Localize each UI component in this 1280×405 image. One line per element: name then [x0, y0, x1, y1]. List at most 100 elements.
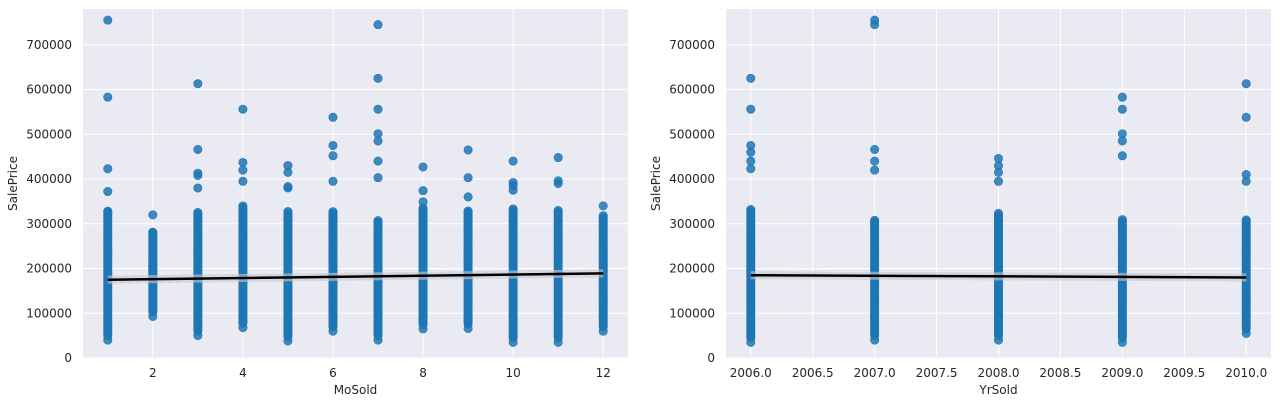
data-point: [148, 227, 158, 237]
y-axis-label: SalePrice: [649, 156, 663, 211]
data-point: [328, 176, 338, 186]
data-point: [418, 203, 428, 213]
x-tick-label: 2007.5: [916, 366, 958, 380]
data-point: [418, 162, 428, 172]
data-point: [993, 176, 1003, 186]
chart-panel-2: 2006.0 2006.5 2007.0 2007.5 2008.0 2008.5 2009…: [649, 9, 1271, 397]
data-point: [328, 151, 338, 161]
data-point: [103, 92, 113, 102]
data-point: [598, 213, 608, 223]
x-tick-label: 6: [329, 366, 337, 380]
x-tick-label: 2010.0: [1225, 366, 1267, 380]
data-point: [373, 173, 383, 183]
y-tick-label: 300000: [26, 217, 72, 231]
data-point: [193, 144, 203, 154]
y-tick-label: 0: [707, 351, 715, 365]
data-point: [870, 165, 880, 175]
x-tick-label: 2006.5: [792, 366, 834, 380]
y-tick-label: 700000: [26, 38, 72, 52]
data-point: [238, 104, 248, 114]
data-point: [193, 183, 203, 193]
data-point: [463, 145, 473, 155]
data-point: [283, 167, 293, 177]
data-point: [103, 187, 113, 197]
regression-line: [107, 272, 604, 281]
data-point: [553, 206, 563, 216]
data-point: [463, 206, 473, 216]
x-tick-label: 2: [149, 366, 157, 380]
x-tick-label: 8: [419, 366, 427, 380]
x-tick-label: 10: [506, 366, 521, 380]
data-point: [746, 73, 756, 83]
data-point: [1117, 92, 1127, 102]
data-point: [373, 73, 383, 83]
x-tick-label: 4: [239, 366, 247, 380]
data-point: [328, 207, 338, 217]
data-point: [1117, 215, 1127, 225]
data-point: [238, 176, 248, 186]
data-point: [1241, 215, 1251, 225]
data-point: [1241, 176, 1251, 186]
data-point: [746, 205, 756, 215]
data-point: [283, 183, 293, 193]
data-point: [993, 167, 1003, 177]
data-point: [418, 186, 428, 196]
data-point: [148, 210, 158, 220]
data-point: [508, 185, 518, 195]
data-point: [746, 164, 756, 174]
data-point: [103, 164, 113, 174]
data-point: [373, 136, 383, 146]
data-point: [238, 157, 248, 167]
data-point: [373, 20, 383, 30]
y-tick-label: 500000: [669, 127, 715, 141]
data-point: [1117, 136, 1127, 146]
data-point: [238, 201, 248, 211]
data-point: [598, 201, 608, 211]
data-point: [746, 104, 756, 114]
y-axis-label: SalePrice: [6, 156, 20, 211]
data-point: [463, 192, 473, 202]
y-tick-label: 400000: [26, 172, 72, 186]
data-point: [870, 20, 880, 30]
data-point: [553, 179, 563, 189]
y-tick-label: 600000: [669, 83, 715, 97]
y-tick-label: 300000: [669, 217, 715, 231]
y-tick-label: 500000: [26, 127, 72, 141]
y-tick-label: 600000: [26, 83, 72, 97]
x-tick-label: 2009.5: [1163, 366, 1205, 380]
x-tick-label: 2007.0: [854, 366, 896, 380]
data-point: [463, 173, 473, 183]
data-point: [373, 156, 383, 166]
data-point: [508, 204, 518, 214]
y-tick-label: 700000: [669, 38, 715, 52]
x-tick-label: 2009.0: [1101, 366, 1143, 380]
data-point: [373, 216, 383, 226]
data-point: [993, 208, 1003, 218]
y-tick-label: 0: [64, 351, 72, 365]
x-tick-label: 2008.5: [1039, 366, 1081, 380]
y-tick-label: 100000: [669, 306, 715, 320]
x-tick-label: 12: [596, 366, 611, 380]
data-point: [1241, 79, 1251, 89]
x-tick-label: 2008.0: [978, 366, 1020, 380]
y-tick-label: 200000: [669, 262, 715, 276]
data-point: [103, 207, 113, 217]
x-axis-label: YrSold: [978, 383, 1017, 397]
data-point: [1117, 151, 1127, 161]
data-point: [870, 215, 880, 225]
data-point: [870, 144, 880, 154]
y-tick-label: 200000: [26, 262, 72, 276]
data-point: [553, 153, 563, 163]
x-axis-label: MoSold: [334, 383, 378, 397]
data-point: [746, 147, 756, 157]
data-point: [238, 165, 248, 175]
data-point: [328, 140, 338, 150]
data-point: [283, 207, 293, 217]
data-point: [1117, 104, 1127, 114]
data-point: [1241, 112, 1251, 122]
data-point: [193, 79, 203, 89]
x-tick-label: 2006.0: [730, 366, 772, 380]
chart-panel-1: 2 4 6 8 10 12 0 100000 200000 300000 400000 500000 6…: [6, 9, 628, 397]
data-point: [193, 170, 203, 180]
